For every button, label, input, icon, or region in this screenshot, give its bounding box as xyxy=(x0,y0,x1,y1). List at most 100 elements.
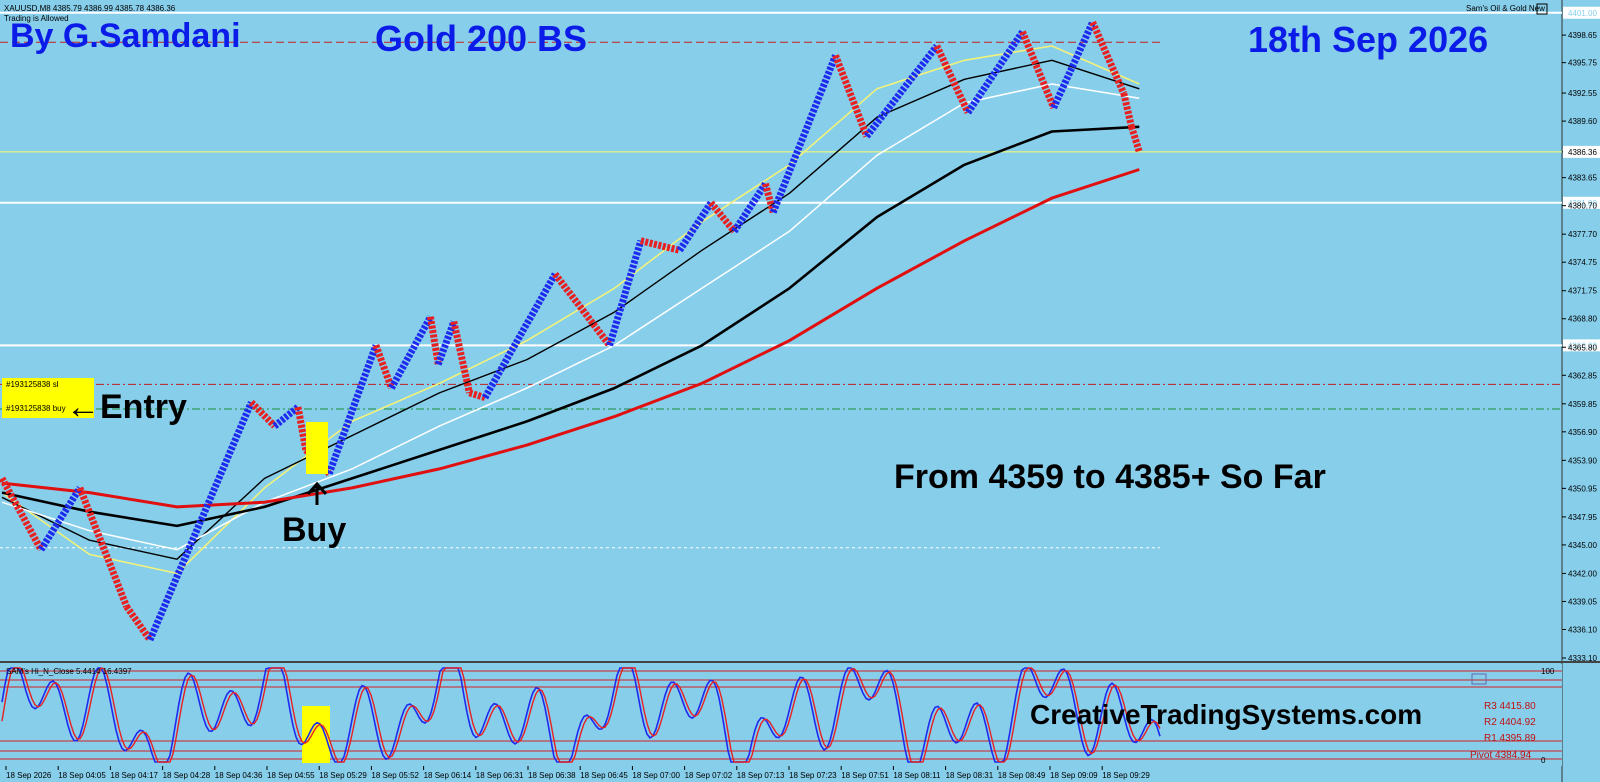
x-tick-label: 18 Sep 06:14 xyxy=(424,771,472,780)
oscillator-title: SAM's Hi_N_Close 5.4414 16.4397 xyxy=(6,667,132,676)
x-tick-label: 18 Sep 04:05 xyxy=(58,771,106,780)
up-brick-run xyxy=(481,272,559,400)
x-axis-ticks: 18 Sep 2026 18 Sep 04:05 18 Sep 04:17 18 Se… xyxy=(5,766,1150,780)
down-brick-run xyxy=(294,406,310,451)
buy-label: Buy xyxy=(282,511,346,549)
up-brick-run xyxy=(769,54,839,214)
date-title: 18th Sep 2026 xyxy=(1248,19,1488,60)
ma-white xyxy=(1,83,1140,551)
y-tick-label: 4395.75 xyxy=(1568,59,1597,68)
x-tick-label: 18 Sep 08:31 xyxy=(946,771,994,780)
down-brick-run xyxy=(1120,92,1135,128)
y-tick-label: 4362.85 xyxy=(1568,371,1597,380)
x-tick-label: 18 Sep 05:52 xyxy=(371,771,419,780)
y-tick-label: 4389.60 xyxy=(1568,117,1597,126)
x-tick-label: 18 Sep 04:36 xyxy=(215,771,263,780)
down-brick-run xyxy=(1019,30,1057,110)
up-brick-run xyxy=(388,315,434,390)
robot-icon[interactable] xyxy=(1536,3,1548,15)
x-tick-label: 18 Sep 07:02 xyxy=(685,771,733,780)
down-brick-run xyxy=(248,399,278,429)
down-brick-run xyxy=(123,604,153,642)
y-tick-label: 4371.75 xyxy=(1568,287,1597,296)
up-brick-run xyxy=(863,43,940,139)
oscillator-scale-bottom: 0 xyxy=(1541,756,1546,765)
moving-averages xyxy=(1,45,1140,575)
up-brick-run xyxy=(38,486,83,552)
level-label-box xyxy=(1563,6,1600,19)
current-price-box xyxy=(1563,145,1600,158)
down-brick-run xyxy=(468,389,487,401)
y-tick-label: 4398.65 xyxy=(1568,31,1597,40)
oscillator-window xyxy=(0,664,1562,766)
x-tick-label: 18 Sep 2026 xyxy=(6,771,52,780)
up-brick-run xyxy=(325,344,380,475)
y-tick-label: 4368.80 xyxy=(1568,315,1597,324)
level-label: 4381.00 xyxy=(1568,199,1597,208)
up-brick-run xyxy=(676,200,714,253)
pivot-r2: R2 4404.92 xyxy=(1484,717,1536,728)
down-brick-run xyxy=(762,182,777,214)
down-brick-run xyxy=(552,271,613,348)
y-tick-label: 4353.90 xyxy=(1568,456,1597,465)
horizontal-levels: 4401.00 4381.00 4366.00 xyxy=(0,6,1600,549)
indicator-name: Sam's Oil & Gold New xyxy=(1466,4,1545,13)
y-tick-label: 4342.00 xyxy=(1568,569,1597,578)
x-tick-label: 18 Sep 04:17 xyxy=(110,771,158,780)
order-sl-label: #193125838 sl xyxy=(6,380,59,389)
order-label-box xyxy=(2,378,94,418)
ma-black-thin xyxy=(1,59,1140,560)
oscillator-red-line xyxy=(1,667,1161,763)
y-tick-label: 4359.85 xyxy=(1568,400,1597,409)
up-brick-run xyxy=(146,401,255,642)
ma-yellow xyxy=(1,45,1140,575)
x-tick-label: 18 Sep 06:31 xyxy=(476,771,524,780)
oscillator-levels xyxy=(0,670,1562,760)
panel-icon[interactable] xyxy=(1471,673,1487,685)
pivot-r1: R1 4395.89 xyxy=(1484,733,1536,744)
level-label: 4366.00 xyxy=(1568,341,1597,350)
y-tick-label: 4333.10 xyxy=(1568,654,1597,663)
down-brick-run xyxy=(832,54,870,138)
x-tick-label: 18 Sep 07:00 xyxy=(632,771,680,780)
symbol-line: XAUUSD,M8 4385.79 4386.99 4385.78 4386.3… xyxy=(4,4,176,13)
y-tick-label: 4365.80 xyxy=(1568,343,1597,352)
website-text: CreativeTradingSystems.com xyxy=(1030,699,1422,730)
pivot-r3: R3 4415.80 xyxy=(1484,701,1536,712)
buy-highlight xyxy=(306,422,328,474)
down-brick-run xyxy=(372,344,395,390)
ma-red xyxy=(1,168,1140,509)
down-brick-run xyxy=(708,200,737,234)
y-axis-ticks: 4398.65 4395.75 4392.55 4389.60 4386.36 4383.… xyxy=(1562,31,1600,663)
y-tick-label: 4374.75 xyxy=(1568,258,1597,267)
x-tick-label: 18 Sep 09:09 xyxy=(1050,771,1098,780)
x-tick-label: 18 Sep 06:38 xyxy=(528,771,576,780)
x-tick-label: 18 Sep 07:13 xyxy=(737,771,785,780)
y-tick-label: 4347.95 xyxy=(1568,513,1597,522)
oscillator-blue-line xyxy=(1,667,1161,763)
up-brick-run xyxy=(272,404,301,429)
pivot-level: Pivot 4384.94 xyxy=(1470,750,1532,761)
y-tick-label: 4339.05 xyxy=(1568,597,1597,606)
level-label-box xyxy=(1563,196,1600,209)
entry-label: ←Entry xyxy=(66,388,187,426)
level-label-box xyxy=(1563,339,1600,352)
down-brick-run xyxy=(427,316,442,365)
x-tick-label: 18 Sep 09:29 xyxy=(1102,771,1150,780)
up-brick-run xyxy=(606,239,645,347)
y-tick-label: 4377.70 xyxy=(1568,230,1597,239)
x-tick-label: 18 Sep 06:45 xyxy=(580,771,628,780)
x-tick-label: 18 Sep 05:29 xyxy=(319,771,367,780)
result-text: From 4359 to 4385+ So Far xyxy=(894,458,1326,496)
y-tick-label: 4386.36 xyxy=(1568,148,1597,157)
down-brick-run xyxy=(450,320,473,394)
up-brick-run xyxy=(731,181,769,234)
y-tick-label: 4392.55 xyxy=(1568,89,1597,98)
x-tick-label: 18 Sep 04:28 xyxy=(163,771,211,780)
order-buy-label: #193125838 buy xyxy=(6,404,66,413)
level-label: 4401.00 xyxy=(1568,9,1597,18)
author-title: By G.Samdani xyxy=(10,17,241,55)
up-brick-run xyxy=(434,320,458,366)
oscillator-scale-top: 100 xyxy=(1541,667,1555,676)
